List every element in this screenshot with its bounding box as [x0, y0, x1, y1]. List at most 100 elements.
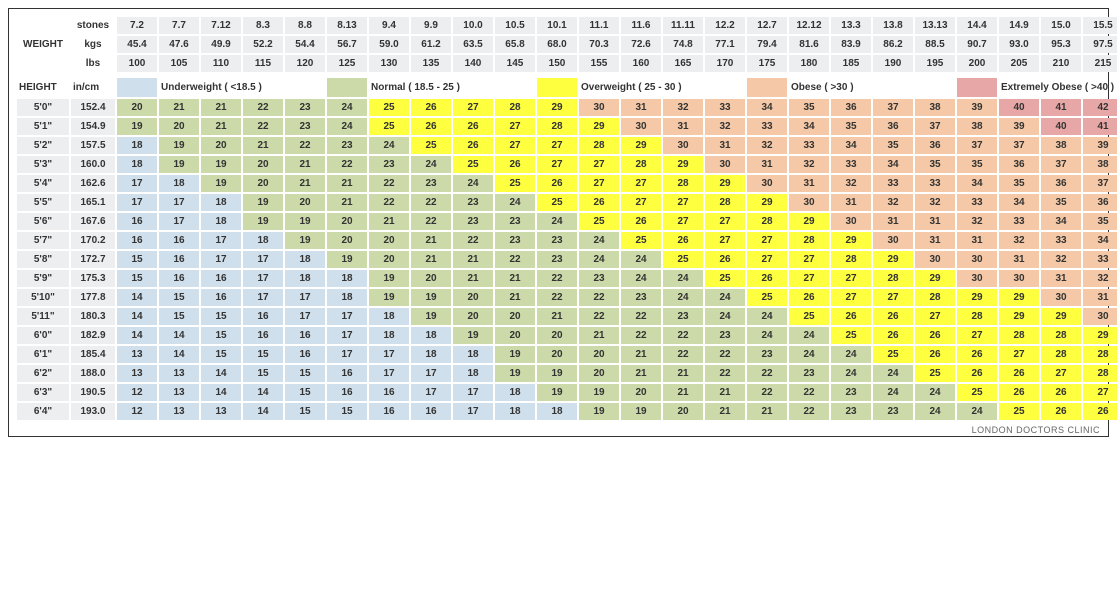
- bmi-cell: 20: [453, 289, 493, 306]
- weight-cell: 10.0: [453, 17, 493, 34]
- bmi-cell: 17: [159, 194, 199, 211]
- bmi-cell: 29: [957, 289, 997, 306]
- weight-cell: 135: [411, 55, 451, 72]
- bmi-cell: 22: [705, 346, 745, 363]
- legend-swatch: [747, 78, 787, 97]
- bmi-cell: 18: [369, 308, 409, 325]
- bmi-cell: 19: [327, 251, 367, 268]
- bmi-cell: 14: [117, 308, 157, 325]
- height-cm: 154.9: [71, 118, 115, 135]
- weight-cell: 14.4: [957, 17, 997, 34]
- bmi-cell: 26: [873, 308, 913, 325]
- bmi-cell: 18: [411, 346, 451, 363]
- bmi-cell: 23: [831, 403, 871, 420]
- weight-cell: 180: [789, 55, 829, 72]
- bmi-cell: 23: [705, 327, 745, 344]
- height-in: 5'4": [17, 175, 69, 192]
- bmi-cell: 27: [999, 346, 1039, 363]
- bmi-cell: 21: [327, 175, 367, 192]
- height-cm: 160.0: [71, 156, 115, 173]
- legend-swatch: [117, 78, 157, 97]
- weight-cell: 68.0: [537, 36, 577, 53]
- bmi-cell: 18: [453, 365, 493, 382]
- height-cm: 175.3: [71, 270, 115, 287]
- bmi-cell: 26: [831, 308, 871, 325]
- bmi-cell: 22: [285, 137, 325, 154]
- bmi-cell: 36: [999, 156, 1039, 173]
- bmi-cell: 22: [327, 156, 367, 173]
- weight-cell: 12.2: [705, 17, 745, 34]
- bmi-cell: 16: [369, 384, 409, 401]
- bmi-cell: 29: [873, 251, 913, 268]
- bmi-cell: 21: [747, 403, 787, 420]
- weight-cell: 56.7: [327, 36, 367, 53]
- height-cm: 172.7: [71, 251, 115, 268]
- bmi-cell: 35: [831, 118, 871, 135]
- bmi-cell: 19: [201, 175, 241, 192]
- bmi-cell: 28: [999, 327, 1039, 344]
- weight-cell: 170: [705, 55, 745, 72]
- bmi-cell: 26: [579, 194, 619, 211]
- bmi-cell: 23: [285, 118, 325, 135]
- weight-cell: 95.3: [1041, 36, 1081, 53]
- weight-cell: 115: [243, 55, 283, 72]
- weight-cell: 72.6: [621, 36, 661, 53]
- height-in: 5'8": [17, 251, 69, 268]
- bmi-cell: 27: [789, 251, 829, 268]
- height-in: 5'10": [17, 289, 69, 306]
- bmi-cell: 32: [789, 156, 829, 173]
- weight-cell: 59.0: [369, 36, 409, 53]
- bmi-cell: 13: [159, 365, 199, 382]
- bmi-cell: 19: [117, 118, 157, 135]
- bmi-cell: 20: [117, 99, 157, 116]
- bmi-cell: 30: [915, 251, 955, 268]
- bmi-cell: 15: [327, 403, 367, 420]
- bmi-cell: 20: [453, 308, 493, 325]
- bmi-cell: 22: [747, 384, 787, 401]
- bmi-cell: 24: [831, 365, 871, 382]
- weight-cell: 54.4: [285, 36, 325, 53]
- bmi-cell: 16: [243, 308, 283, 325]
- bmi-cell: 19: [285, 232, 325, 249]
- bmi-cell: 22: [411, 194, 451, 211]
- bmi-cell: 28: [663, 175, 703, 192]
- bmi-cell: 22: [537, 270, 577, 287]
- bmi-cell: 34: [747, 99, 787, 116]
- bmi-cell: 23: [873, 403, 913, 420]
- bmi-cell: 33: [1041, 232, 1081, 249]
- height-in: 5'11": [17, 308, 69, 325]
- bmi-cell: 26: [621, 213, 661, 230]
- weight-label: [17, 17, 69, 34]
- bmi-cell: 29: [663, 156, 703, 173]
- bmi-cell: 27: [495, 137, 535, 154]
- bmi-cell: 38: [957, 118, 997, 135]
- bmi-cell: 17: [201, 232, 241, 249]
- bmi-cell: 28: [873, 270, 913, 287]
- bmi-cell: 24: [705, 289, 745, 306]
- bmi-cell: 15: [201, 346, 241, 363]
- bmi-cell: 28: [705, 194, 745, 211]
- bmi-cell: 16: [327, 384, 367, 401]
- bmi-cell: 16: [117, 213, 157, 230]
- unit-label: in/cm: [71, 78, 115, 97]
- bmi-cell: 30: [957, 270, 997, 287]
- bmi-cell: 13: [117, 346, 157, 363]
- bmi-cell: 24: [579, 251, 619, 268]
- bmi-cell: 17: [411, 365, 451, 382]
- bmi-cell: 27: [621, 175, 661, 192]
- weight-label: WEIGHT: [17, 36, 69, 53]
- bmi-cell: 27: [579, 156, 619, 173]
- weight-cell: 12.12: [789, 17, 829, 34]
- bmi-cell: 17: [243, 289, 283, 306]
- bmi-cell: 35: [999, 175, 1039, 192]
- height-in: 5'7": [17, 232, 69, 249]
- weight-cell: 47.6: [159, 36, 199, 53]
- bmi-cell: 26: [999, 384, 1039, 401]
- bmi-cell: 26: [915, 327, 955, 344]
- bmi-cell: 28: [957, 308, 997, 325]
- bmi-cell: 35: [915, 156, 955, 173]
- bmi-cell: 26: [873, 327, 913, 344]
- weight-cell: 97.5: [1083, 36, 1117, 53]
- height-cm: 180.3: [71, 308, 115, 325]
- bmi-cell: 28: [621, 156, 661, 173]
